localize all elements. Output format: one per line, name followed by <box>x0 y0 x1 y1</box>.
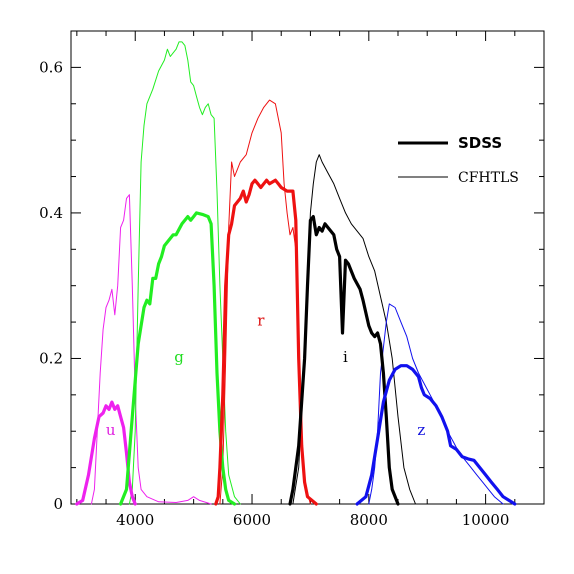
y-tick-label: 0.6 <box>39 58 63 76</box>
legend: SDSS CFHTLS <box>398 134 519 186</box>
y-tick-label: 0.2 <box>39 349 63 367</box>
plot-frame <box>70 30 545 505</box>
curve-sdss-g <box>119 211 237 506</box>
axis-ticks <box>71 30 545 505</box>
curve-cfhtls-u <box>90 194 212 505</box>
x-tick-label: 10000 <box>462 511 510 529</box>
band-label-r: r <box>257 312 265 330</box>
band-label-u: u <box>106 421 116 439</box>
curve-sdss-r <box>214 178 318 506</box>
x-tick-label: 6000 <box>233 511 271 529</box>
curve-sdss-z <box>355 364 517 506</box>
band-label-g: g <box>174 348 184 366</box>
curve-sdss-i <box>288 215 400 506</box>
legend-label-cfhtls: CFHTLS <box>458 170 519 186</box>
curve-cfhtls-g <box>128 41 241 505</box>
y-tick-label: 0.4 <box>39 204 63 222</box>
filter-curves <box>75 41 517 506</box>
legend-label-sdss: SDSS <box>458 134 502 152</box>
tick-labels: 4000 6000 8000 10000 0 0.2 0.4 0.6 <box>39 58 509 529</box>
x-tick-label: 8000 <box>350 511 388 529</box>
band-label-z: z <box>417 421 425 439</box>
band-labels: u g r i z <box>106 312 426 439</box>
x-tick-label: 4000 <box>116 511 154 529</box>
band-label-i: i <box>343 348 348 366</box>
curve-cfhtls-i <box>292 154 416 505</box>
y-tick-label: 0 <box>53 495 63 513</box>
